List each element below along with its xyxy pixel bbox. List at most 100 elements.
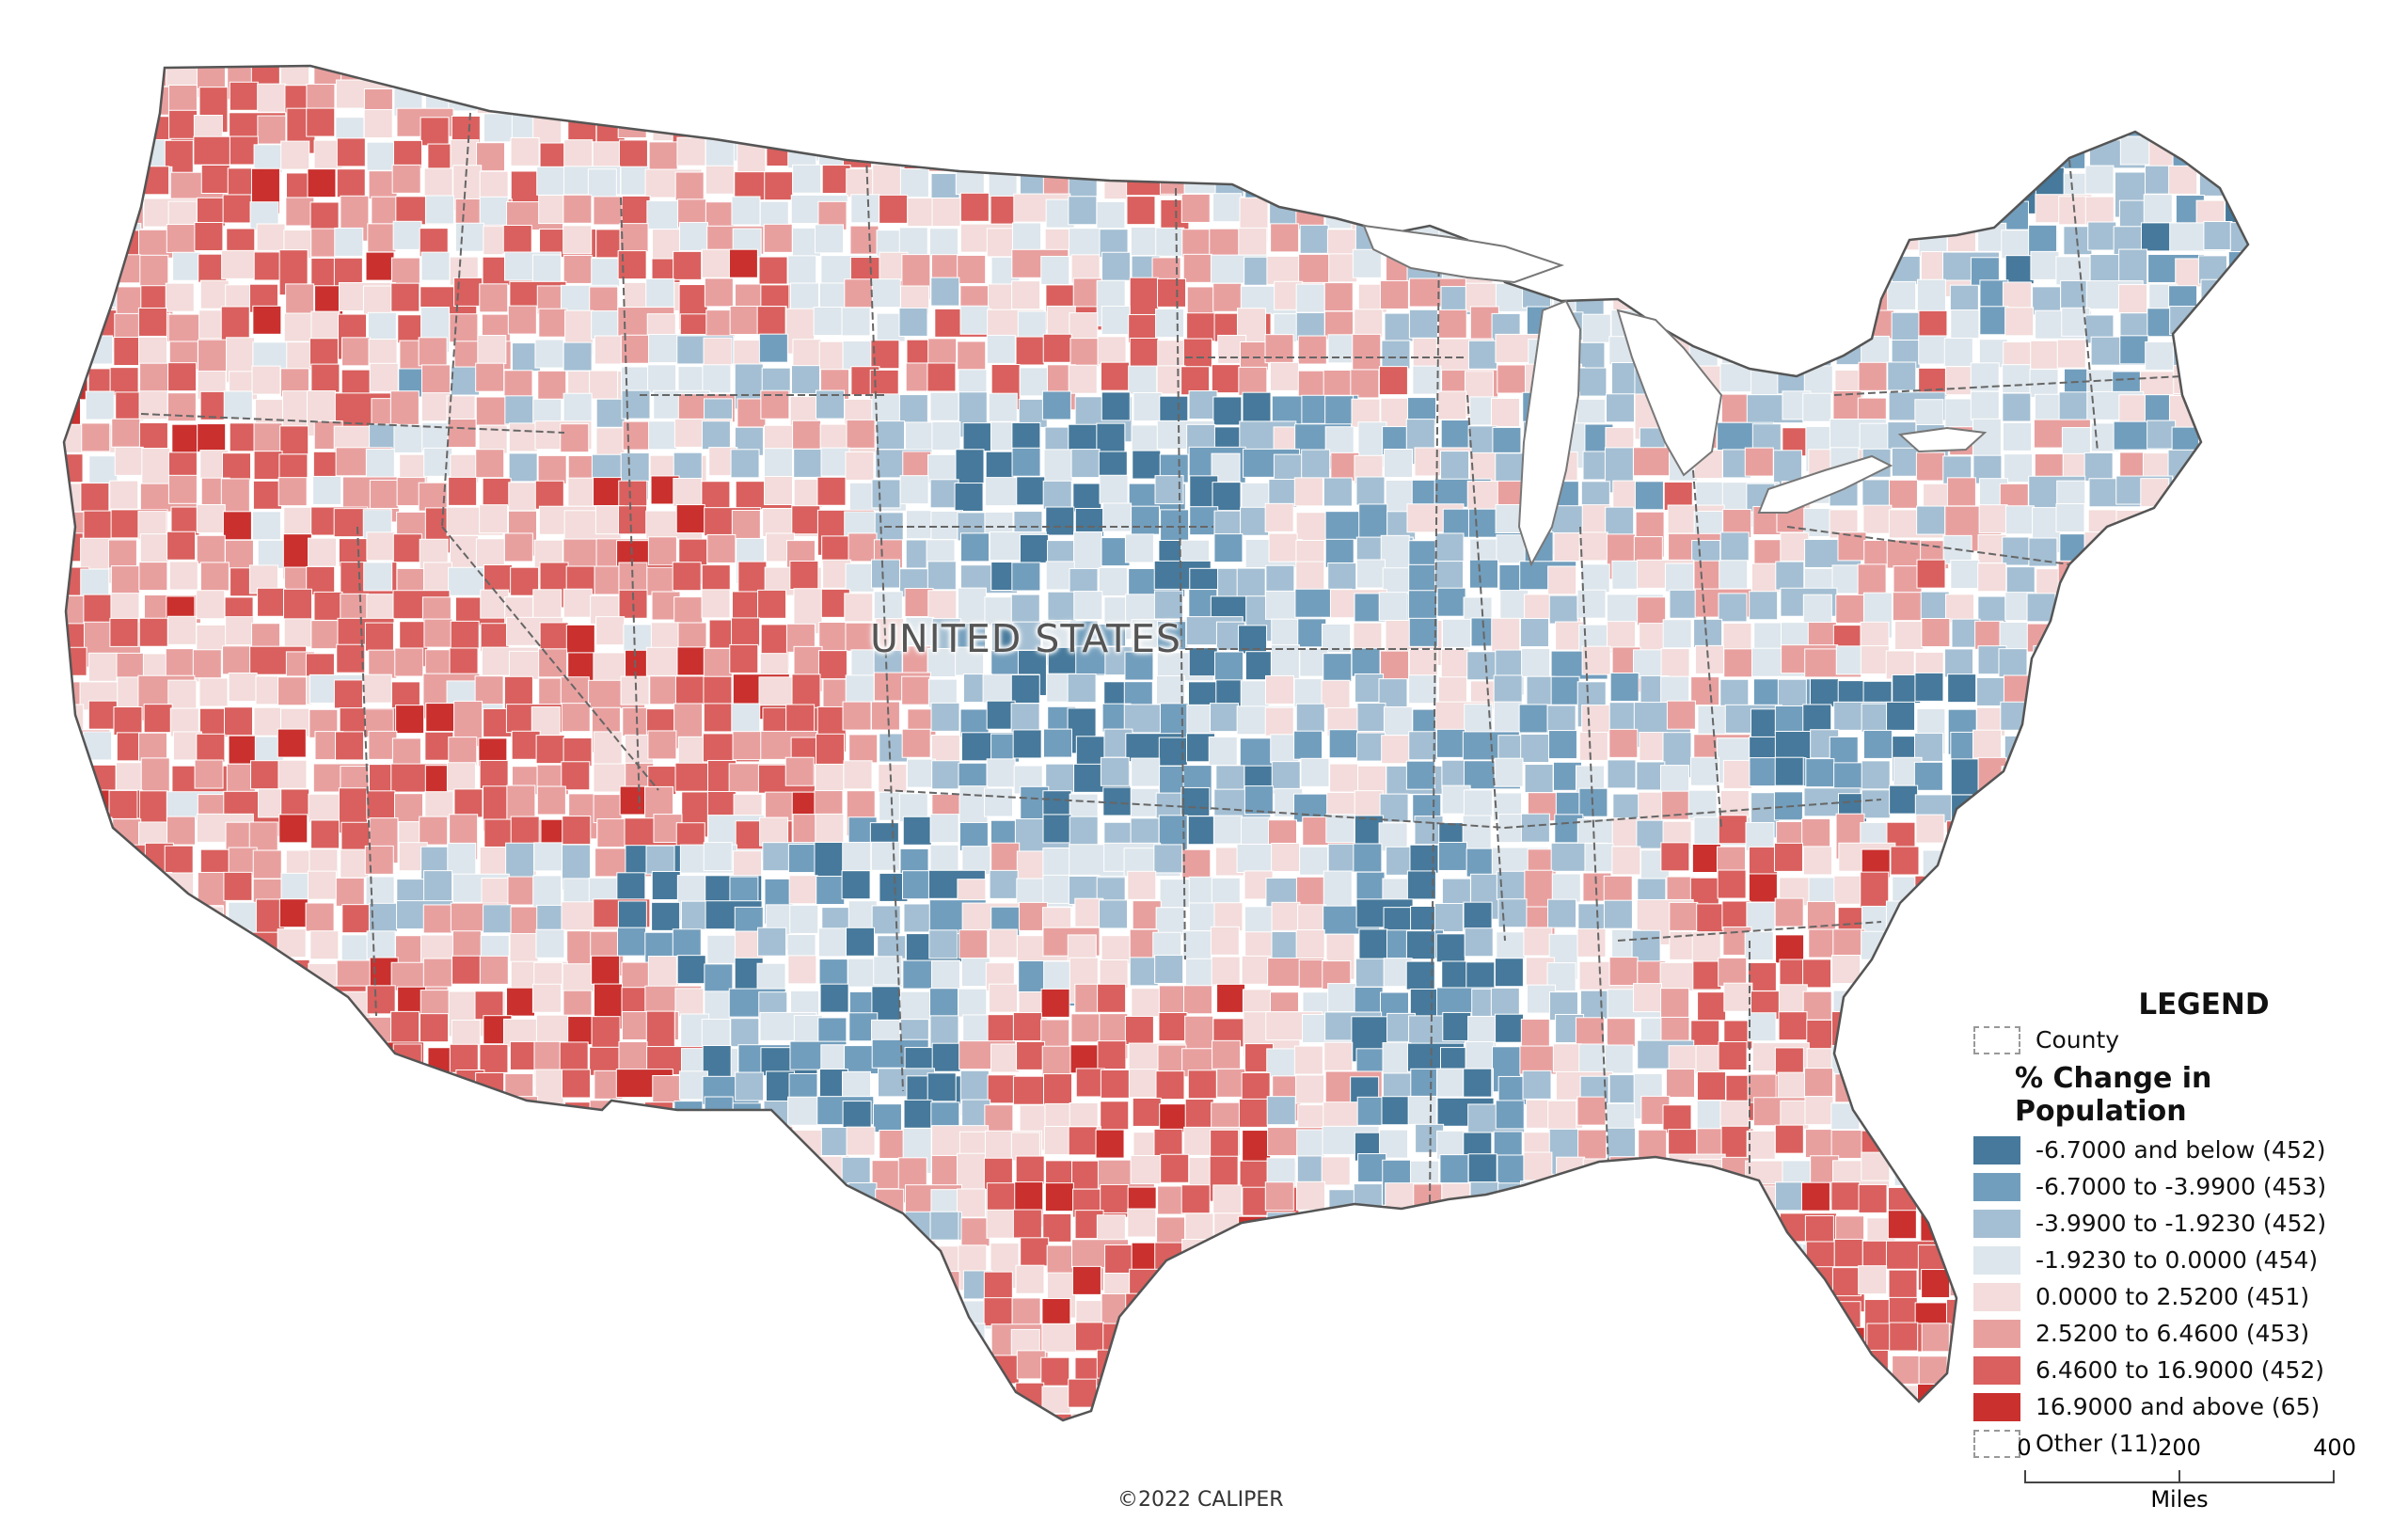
legend-class-label: 16.9000 and above (65) bbox=[2036, 1393, 2321, 1420]
county-cell bbox=[1837, 531, 1867, 562]
county-cell bbox=[989, 869, 1019, 899]
county-cell bbox=[1048, 135, 1106, 166]
county-cell bbox=[171, 987, 230, 1017]
county-cell bbox=[1272, 1272, 1302, 1319]
county-cell bbox=[650, 1292, 708, 1323]
county-cell bbox=[1414, 816, 1444, 846]
county-cell bbox=[562, 341, 593, 372]
county-cell bbox=[1697, 1213, 1727, 1244]
county-cell bbox=[815, 763, 845, 793]
county-cell bbox=[1524, 66, 1554, 90]
county-cell bbox=[2119, 958, 2178, 988]
county-cell bbox=[2120, 538, 2150, 568]
county-cell bbox=[737, 1187, 767, 1234]
county-cell bbox=[363, 109, 393, 139]
county-cell bbox=[1524, 764, 1554, 794]
county-cell bbox=[928, 929, 958, 959]
county-cell bbox=[307, 870, 337, 900]
county-cell bbox=[2198, 423, 2228, 453]
county-cell bbox=[2083, 452, 2114, 482]
county-cell bbox=[1637, 596, 1667, 626]
county-cell bbox=[2062, 643, 2120, 673]
county-cell bbox=[759, 109, 789, 139]
county-cell bbox=[256, 223, 286, 253]
county-cell bbox=[959, 305, 990, 335]
county-cell bbox=[195, 927, 225, 957]
county-cell bbox=[64, 1014, 90, 1044]
county-cell bbox=[446, 1382, 476, 1412]
county-cell bbox=[341, 990, 371, 1038]
county-cell bbox=[229, 135, 259, 166]
county-cell bbox=[592, 1153, 622, 1200]
county-cell bbox=[1045, 506, 1075, 536]
county-cell bbox=[1916, 559, 1946, 589]
county-cell bbox=[1408, 198, 1438, 228]
county-cell bbox=[674, 1132, 705, 1162]
county-cell bbox=[1124, 1015, 1154, 1045]
county-cell bbox=[1692, 960, 1722, 990]
county-cell bbox=[1214, 651, 1244, 681]
county-cell bbox=[168, 1297, 198, 1327]
county-cell bbox=[87, 764, 117, 794]
county-cell bbox=[85, 1243, 115, 1273]
county-cell bbox=[1975, 66, 2005, 89]
county-cell bbox=[1751, 83, 1782, 113]
county-cell bbox=[227, 959, 285, 989]
county-cell bbox=[138, 732, 168, 762]
county-cell bbox=[230, 988, 260, 1018]
county-cell bbox=[64, 198, 111, 228]
county-cell bbox=[1470, 66, 1500, 106]
county-cell bbox=[733, 850, 763, 880]
county-cell bbox=[1496, 166, 1554, 197]
county-cell bbox=[1859, 422, 1889, 452]
county-cell bbox=[282, 1187, 312, 1217]
county-cell bbox=[1521, 647, 1551, 677]
county-cell bbox=[1352, 1266, 1382, 1296]
county-cell bbox=[1382, 567, 1412, 597]
county-cell bbox=[591, 258, 621, 288]
county-cell bbox=[2140, 874, 2170, 904]
county-cell bbox=[1180, 193, 1211, 223]
county-cell bbox=[815, 813, 845, 843]
county-cell bbox=[1697, 991, 1727, 1022]
county-cell bbox=[843, 81, 873, 111]
county-cell bbox=[479, 1271, 509, 1318]
county-cell bbox=[138, 562, 168, 592]
state-boundary bbox=[1222, 808, 1506, 829]
county-cell bbox=[1744, 447, 1774, 477]
county-cell bbox=[333, 257, 363, 287]
county-cell bbox=[1068, 1126, 1098, 1156]
county-cell bbox=[845, 451, 875, 481]
county-cell bbox=[2196, 561, 2248, 591]
county-cell bbox=[645, 1355, 675, 1386]
county-cell bbox=[619, 785, 649, 816]
county-cell bbox=[1577, 66, 1608, 87]
county-cell bbox=[2031, 676, 2061, 706]
county-cell bbox=[194, 1323, 224, 1353]
county-cell bbox=[1692, 1239, 1722, 1269]
county-cell bbox=[673, 66, 704, 81]
county-cell bbox=[475, 449, 505, 479]
county-cell bbox=[1999, 842, 2029, 872]
county-cell bbox=[2087, 790, 2117, 820]
county-cell bbox=[2204, 931, 2234, 961]
county-cell bbox=[676, 136, 706, 166]
county-cell bbox=[110, 593, 140, 623]
county-cell bbox=[228, 901, 258, 948]
county-cell bbox=[1687, 1328, 1746, 1375]
county-cell bbox=[764, 171, 794, 201]
county-cell bbox=[2059, 873, 2089, 903]
county-cell bbox=[986, 1182, 1016, 1212]
county-cell bbox=[930, 277, 960, 307]
county-cell bbox=[1830, 1181, 1861, 1212]
county-cell bbox=[2202, 364, 2248, 394]
county-cell bbox=[1409, 113, 1439, 143]
county-cell bbox=[1075, 86, 1105, 133]
county-cell bbox=[759, 816, 789, 847]
county-cell bbox=[731, 196, 761, 226]
county-cell bbox=[2000, 701, 2058, 731]
county-cell bbox=[1100, 1069, 1130, 1099]
county-cell bbox=[278, 898, 309, 928]
county-cell bbox=[369, 362, 399, 392]
county-cell bbox=[2113, 737, 2143, 768]
